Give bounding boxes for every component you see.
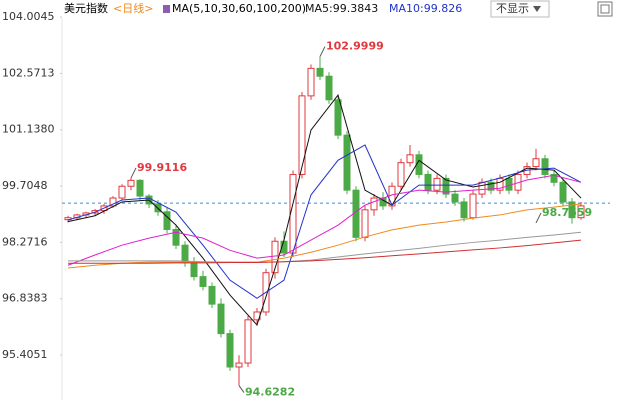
expand-icon-inner [600, 4, 610, 14]
candle-body [361, 209, 369, 238]
ma-line [67, 203, 582, 269]
candle-body [487, 181, 495, 191]
expand-icon[interactable] [597, 1, 613, 17]
candle-body [397, 162, 405, 187]
candle-body [199, 276, 207, 287]
candle-body [307, 67, 315, 97]
candle-body [406, 154, 414, 164]
candle-body [442, 177, 450, 195]
dropdown-arrow[interactable] [533, 6, 541, 12]
annotation-pointer [238, 385, 245, 393]
candle-body [271, 240, 279, 274]
candle-body [298, 95, 306, 175]
candle-body [190, 262, 198, 278]
candle-body [451, 193, 459, 203]
candle-body [433, 177, 441, 191]
y-tick-label: 104.0045 [2, 10, 55, 23]
candle-body [172, 228, 180, 246]
candle-body [478, 181, 486, 195]
candle-body [244, 319, 252, 364]
annotation-pointer [535, 212, 542, 224]
ma-icon [163, 5, 170, 13]
candle-body [469, 193, 477, 219]
toggle-button-text[interactable]: 不显示 [496, 2, 529, 15]
header-ma5: MA5:99.3843 [305, 2, 378, 15]
ma-line [67, 174, 582, 266]
candle-body [541, 158, 549, 175]
candle-body [208, 285, 216, 305]
candle-body [343, 134, 351, 191]
candle-body [217, 303, 225, 335]
candle-body [136, 179, 144, 197]
candle-body [568, 201, 576, 219]
candle-body [505, 177, 513, 191]
header-period[interactable]: <日线> [113, 1, 153, 15]
header-name: 美元指数 [64, 1, 108, 15]
candle-body [370, 197, 378, 211]
header-ma: MA(5,10,30,60,100,200) [172, 2, 306, 15]
candle-body [181, 244, 189, 264]
candle-body [334, 99, 342, 136]
candle-body [109, 197, 117, 207]
candle-body [316, 67, 324, 77]
candle-body [127, 179, 135, 187]
header-ma10: MA10:99.826 [389, 2, 462, 15]
annotation-label: 98.7659 [542, 206, 592, 219]
candle-body [559, 181, 567, 203]
candle-body [163, 211, 171, 230]
candle-body [532, 158, 540, 168]
candle-body [577, 205, 585, 219]
candle-body [325, 75, 333, 101]
ma-line [68, 231, 582, 263]
y-tick-label: 95.4051 [2, 348, 48, 361]
y-tick-label: 99.7048 [2, 179, 48, 192]
y-tick-label: 101.1380 [2, 123, 55, 136]
candle-body [460, 201, 468, 219]
candle-body [424, 173, 432, 191]
candle-body [118, 185, 126, 199]
ma-line [67, 144, 582, 299]
y-tick-label: 96.8383 [2, 292, 48, 305]
ma-line [67, 93, 582, 326]
annotation-label: 99.9116 [137, 161, 187, 174]
toggle-button[interactable] [490, 0, 550, 18]
candle-body [226, 333, 234, 368]
candle-body [235, 362, 243, 368]
annotation-label: 94.6282 [245, 386, 295, 399]
y-tick-label: 102.5713 [2, 66, 55, 79]
y-tick-label: 98.2716 [2, 235, 48, 248]
candle-body [550, 173, 558, 183]
annotation-label: 102.9999 [326, 40, 384, 53]
annotation-pointer [130, 167, 137, 179]
annotation-pointer [319, 46, 326, 57]
ma-line [68, 239, 582, 264]
